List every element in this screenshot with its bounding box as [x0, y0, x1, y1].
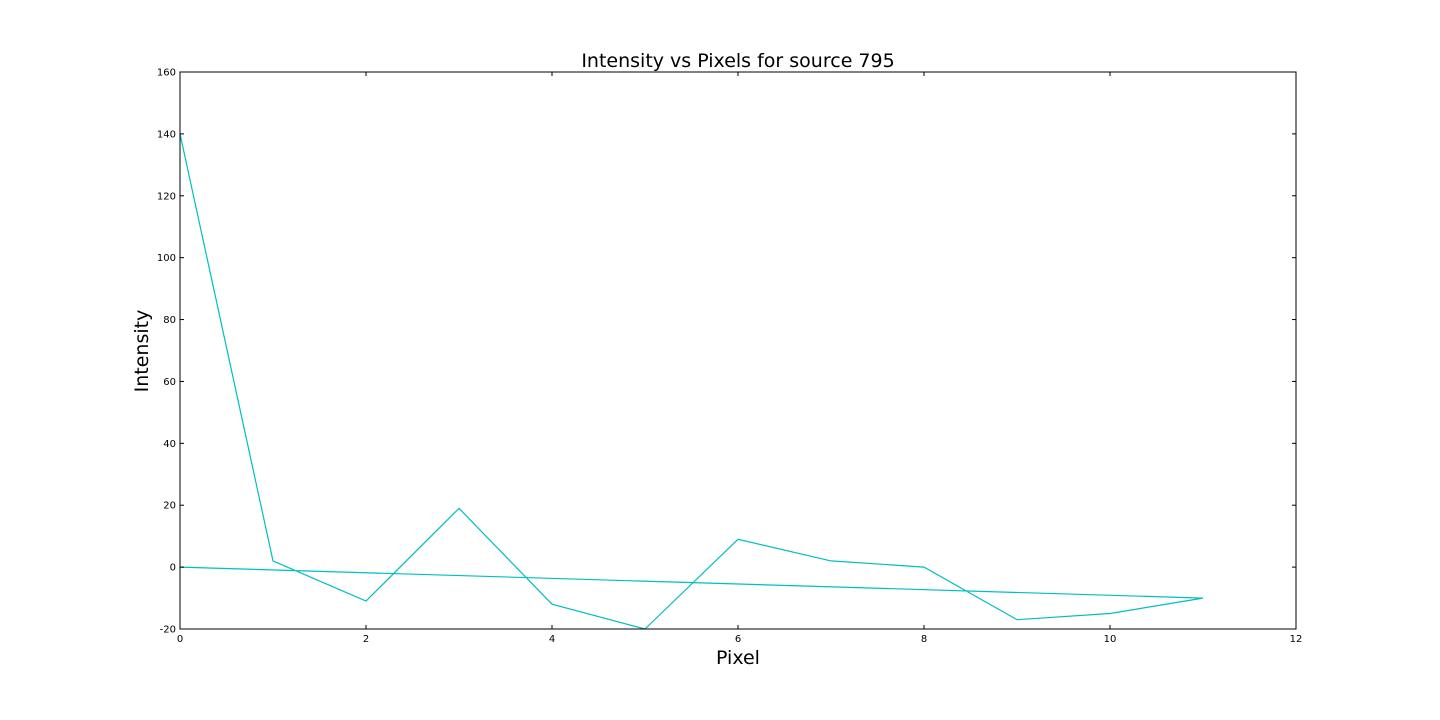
plot-background	[180, 72, 1296, 629]
x-axis-label: Pixel	[716, 647, 760, 669]
y-tick-label: 80	[163, 315, 176, 326]
x-tick-label: 10	[1104, 634, 1117, 645]
x-tick-label: 0	[177, 634, 183, 645]
y-tick-label: 60	[163, 377, 176, 388]
series-layer	[179, 133, 1204, 630]
x-tick-label: 4	[549, 634, 555, 645]
y-tick-label: -20	[160, 625, 176, 636]
y-tick-label: 140	[157, 129, 176, 140]
y-tick-label: 0	[170, 563, 176, 574]
x-tick-label: 6	[735, 634, 741, 645]
series-line	[179, 133, 1204, 630]
y-tick-label: 120	[157, 191, 176, 202]
x-tick-label: 8	[921, 634, 927, 645]
y-tick-label: 40	[163, 439, 176, 450]
y-tick-label: 160	[157, 68, 176, 79]
x-tick-label: 2	[363, 634, 369, 645]
y-tick-label: 100	[157, 253, 176, 264]
x-tick-label: 12	[1290, 634, 1303, 645]
y-axis-label: Intensity	[131, 310, 153, 393]
y-tick-label: 20	[163, 501, 176, 512]
chart-title: Intensity vs Pixels for source 795	[581, 50, 894, 72]
